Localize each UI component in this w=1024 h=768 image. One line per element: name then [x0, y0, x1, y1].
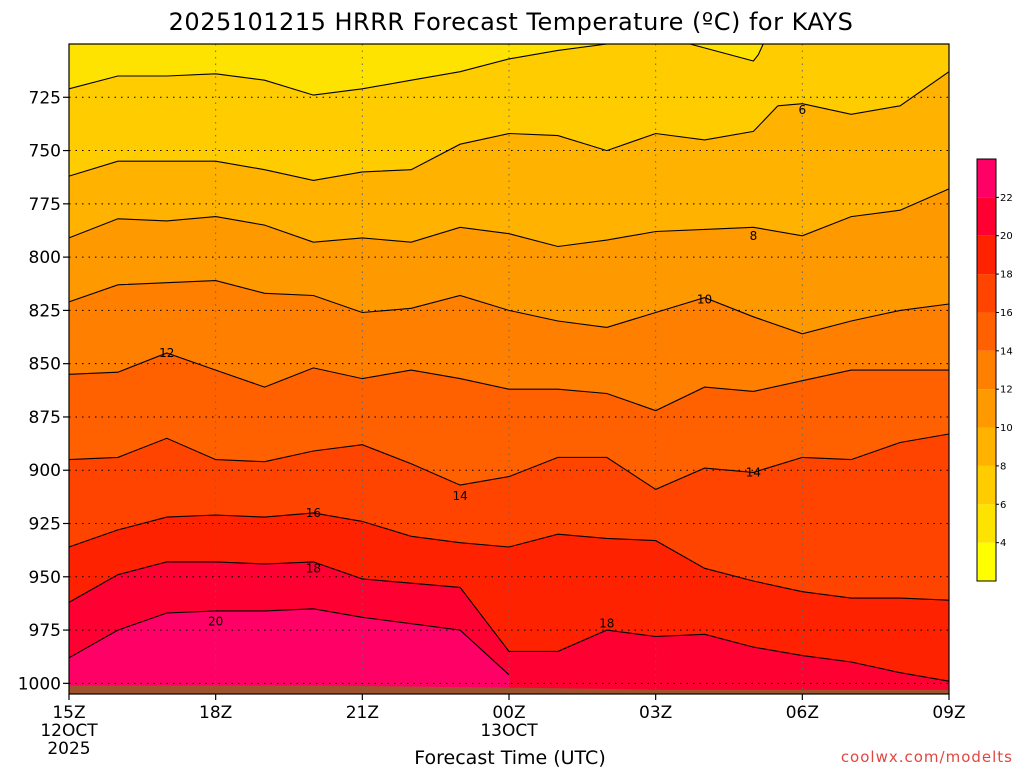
ground-surface-layer: [69, 685, 949, 694]
colorbar-swatch-18: [977, 235, 996, 275]
contour-layer: [68, 43, 950, 682]
contour-label-6: 6: [799, 103, 807, 117]
y-tick-label: 1000: [18, 674, 61, 694]
x-tick-label: 2025: [47, 739, 90, 759]
x-tick-label: 15Z: [52, 703, 85, 723]
colorbar-swatch-14: [977, 312, 996, 351]
x-tick-label: 00Z: [492, 703, 525, 723]
colorbar: 4 6 8 10 12 14 16 18 20 22: [976, 158, 1013, 582]
y-tick-label: 925: [29, 515, 61, 535]
contour-line-10: [68, 188, 950, 248]
colorbar-swatch-20: [977, 197, 996, 236]
contour-line-6: [777, 71, 950, 115]
colorbar-label: 10: [1000, 423, 1013, 434]
colorbar-label: 16: [1000, 308, 1013, 319]
y-axis: 725 750 775 800 825 850 875 900 925 950 975 1000: [18, 88, 69, 694]
colorbar-swatch-12: [977, 350, 996, 390]
colorbar-label: 22: [1000, 193, 1013, 204]
ground-surface: [69, 685, 949, 694]
colorbar-label: 12: [1000, 385, 1013, 396]
contour-line-6: [68, 43, 607, 96]
contour-line-16: [68, 433, 950, 491]
y-tick-label: 725: [29, 88, 61, 108]
contour-line-14: [68, 352, 949, 412]
colorbar-swatch-4: [977, 504, 996, 543]
contour-label-20: 20: [208, 615, 223, 629]
contour-line-22: [68, 608, 510, 676]
x-axis-label: Forecast Time (UTC): [414, 747, 605, 768]
colorbar-swatch-16: [977, 274, 996, 313]
y-tick-label: 800: [29, 248, 61, 268]
x-tick-label: 03Z: [639, 703, 672, 723]
y-tick-label: 825: [29, 301, 61, 321]
y-tick-label: 850: [29, 355, 61, 375]
colorbar-swatch-22: [977, 159, 996, 198]
colorbar-frame: [976, 158, 997, 582]
contour-label-18: 18: [306, 561, 321, 575]
colorbar-label: 6: [1000, 500, 1006, 511]
x-tick-label: 09Z: [932, 703, 965, 723]
contour-label-14: 14: [746, 465, 761, 479]
x-tick-label: 12OCT: [40, 721, 98, 741]
colorbar-label: 18: [1000, 270, 1013, 281]
y-tick-label: 900: [29, 461, 61, 481]
y-tick-label: 875: [29, 408, 61, 428]
x-tick-label: 21Z: [346, 703, 379, 723]
y-tick-label: 975: [29, 621, 61, 641]
y-tick-label: 775: [29, 195, 61, 215]
colorbar-label: 8: [1000, 461, 1006, 472]
colorbar-label: 14: [1000, 346, 1013, 357]
chart-title: 2025101215 HRRR Forecast Temperature (ºC…: [169, 8, 854, 36]
colorbar-swatch-2: [977, 542, 996, 581]
y-tick-label: 950: [29, 568, 61, 588]
colorbar-swatch-8: [977, 427, 996, 466]
credit-text: coolwx.com/modelts: [841, 748, 1013, 766]
contour-line-18: [68, 512, 950, 601]
x-tick-label: 13OCT: [480, 721, 538, 741]
temperature-band-22: [69, 608, 509, 694]
y-tick-label: 750: [29, 142, 61, 162]
x-tick-label: 06Z: [786, 703, 819, 723]
contour-label-8: 8: [750, 229, 758, 243]
contour-line-20: [68, 561, 950, 682]
colorbar-swatch-6: [977, 465, 996, 505]
contour-label-layer: 6 8 10 12 14 14 16 18 18 20: [159, 103, 806, 631]
contour-line-12: [68, 280, 950, 335]
colorbar-swatch-10: [977, 389, 996, 428]
contour-label-18: 18: [599, 617, 614, 631]
contour-line-8: [68, 105, 779, 181]
contour-label-16: 16: [306, 506, 321, 520]
x-tick-label: 18Z: [199, 703, 232, 723]
contour-label-10: 10: [697, 293, 712, 307]
colorbar-label: 20: [1000, 231, 1013, 242]
contour-label-12: 12: [159, 346, 174, 360]
contour-label-14: 14: [452, 489, 467, 503]
colorbar-label: 4: [1000, 538, 1006, 549]
contour-line-4: [689, 43, 764, 62]
